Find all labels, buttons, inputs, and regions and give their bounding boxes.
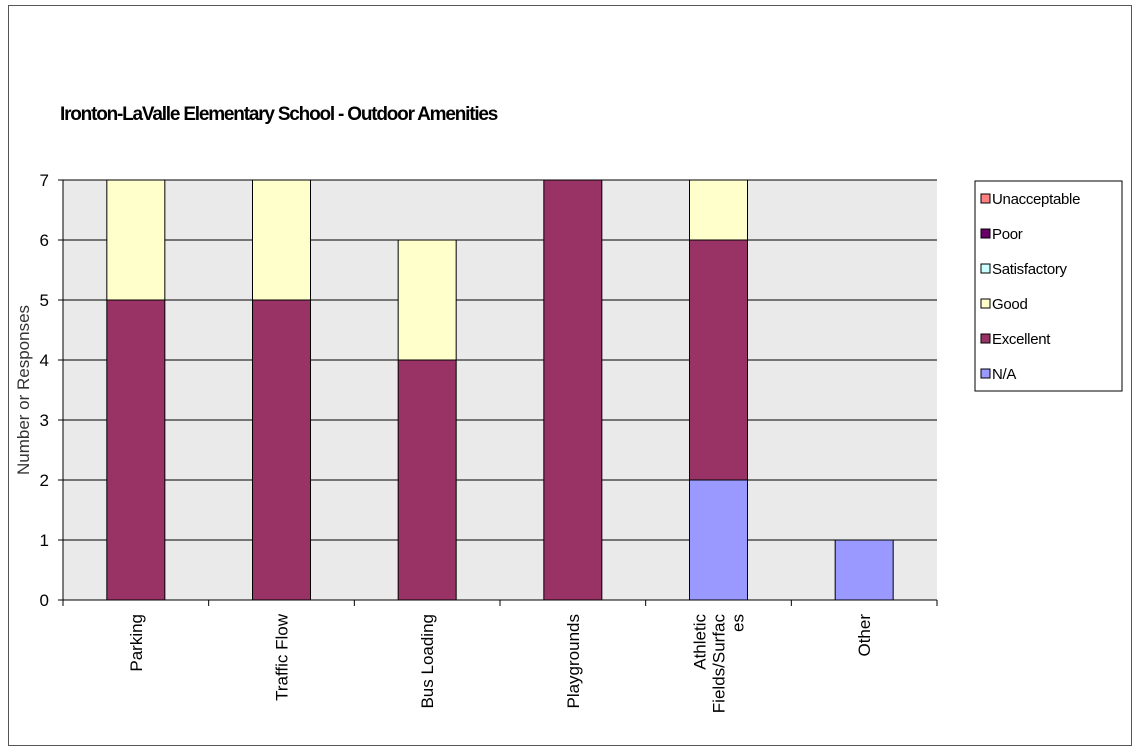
- bar-segment-excellent: [543, 179, 603, 601]
- svg-text:Playgrounds: Playgrounds: [564, 614, 583, 709]
- y-axis-label: Number or Responses: [14, 305, 33, 475]
- bar-segment-good: [397, 239, 457, 361]
- bar-segment-n-a: [689, 479, 748, 601]
- svg-text:Parking: Parking: [127, 614, 146, 672]
- legend-item: Excellent: [980, 331, 1052, 348]
- y-tick-label: 6: [40, 231, 49, 250]
- chart-title: Ironton-LaValle Elementary School - Outd…: [60, 104, 498, 125]
- y-tick-label: 5: [40, 291, 49, 310]
- bar-segment-good: [252, 179, 311, 301]
- bar-segment-excellent: [106, 299, 166, 601]
- svg-text:Other: Other: [855, 614, 874, 657]
- bars: [106, 179, 894, 601]
- legend-item: Poor: [980, 226, 1023, 243]
- legend-item: Satisfactory: [980, 261, 1068, 278]
- legend-label: Excellent: [992, 331, 1051, 348]
- legend-swatch: [980, 193, 991, 204]
- y-tick-label: 4: [40, 351, 49, 370]
- legend-swatch: [980, 263, 991, 274]
- x-tick-label: Bus Loading: [418, 614, 437, 709]
- x-tick-label: Other: [855, 614, 874, 657]
- svg-text:Bus Loading: Bus Loading: [418, 614, 437, 709]
- legend-item: N/A: [980, 366, 1017, 383]
- svg-text:Traffic Flow: Traffic Flow: [273, 613, 292, 701]
- legend-swatch: [980, 368, 991, 379]
- legend-box: [974, 180, 1123, 392]
- legend-item: Good: [980, 296, 1028, 313]
- x-tick-label: AthleticFields/Surfaces: [691, 614, 748, 714]
- bar-segment-good: [106, 179, 166, 301]
- legend-swatch: [980, 298, 991, 309]
- legend-label: N/A: [992, 366, 1016, 383]
- x-tick-label: Traffic Flow: [273, 613, 292, 701]
- plot-background: [63, 180, 937, 600]
- svg-text:AthleticFields/Surfaces: AthleticFields/Surfaces: [691, 614, 748, 714]
- y-tick-label: 7: [40, 171, 49, 190]
- chart-border: [8, 5, 1132, 746]
- y-tick-label: 0: [40, 591, 49, 610]
- bar-segment-excellent: [689, 239, 748, 481]
- legend-label: Satisfactory: [992, 261, 1068, 278]
- bar-segment-good: [689, 179, 748, 241]
- legend-label: Poor: [992, 226, 1023, 243]
- legend: Unacceptable Poor Satisfactory Good Excellen…: [974, 180, 1123, 392]
- legend-label: Good: [992, 296, 1028, 313]
- legend-label: Unacceptable: [992, 191, 1080, 208]
- y-tick-label: 1: [40, 531, 49, 550]
- bar-segment-n-a: [834, 539, 894, 601]
- legend-swatch: [980, 333, 991, 344]
- legend-swatch: [980, 228, 991, 239]
- y-tick-label: 3: [40, 411, 49, 430]
- bar-segment-excellent: [252, 299, 311, 601]
- legend-item: Unacceptable: [980, 191, 1080, 208]
- y-tick-label: 2: [40, 471, 49, 490]
- plot-area: 0 1 2 3 4 5 6 7 Parking Traffic Flow Bus Loading Pl…: [40, 171, 938, 714]
- x-tick-label: Parking: [127, 614, 146, 672]
- x-tick-label: Playgrounds: [564, 614, 583, 709]
- bar-segment-excellent: [397, 359, 457, 601]
